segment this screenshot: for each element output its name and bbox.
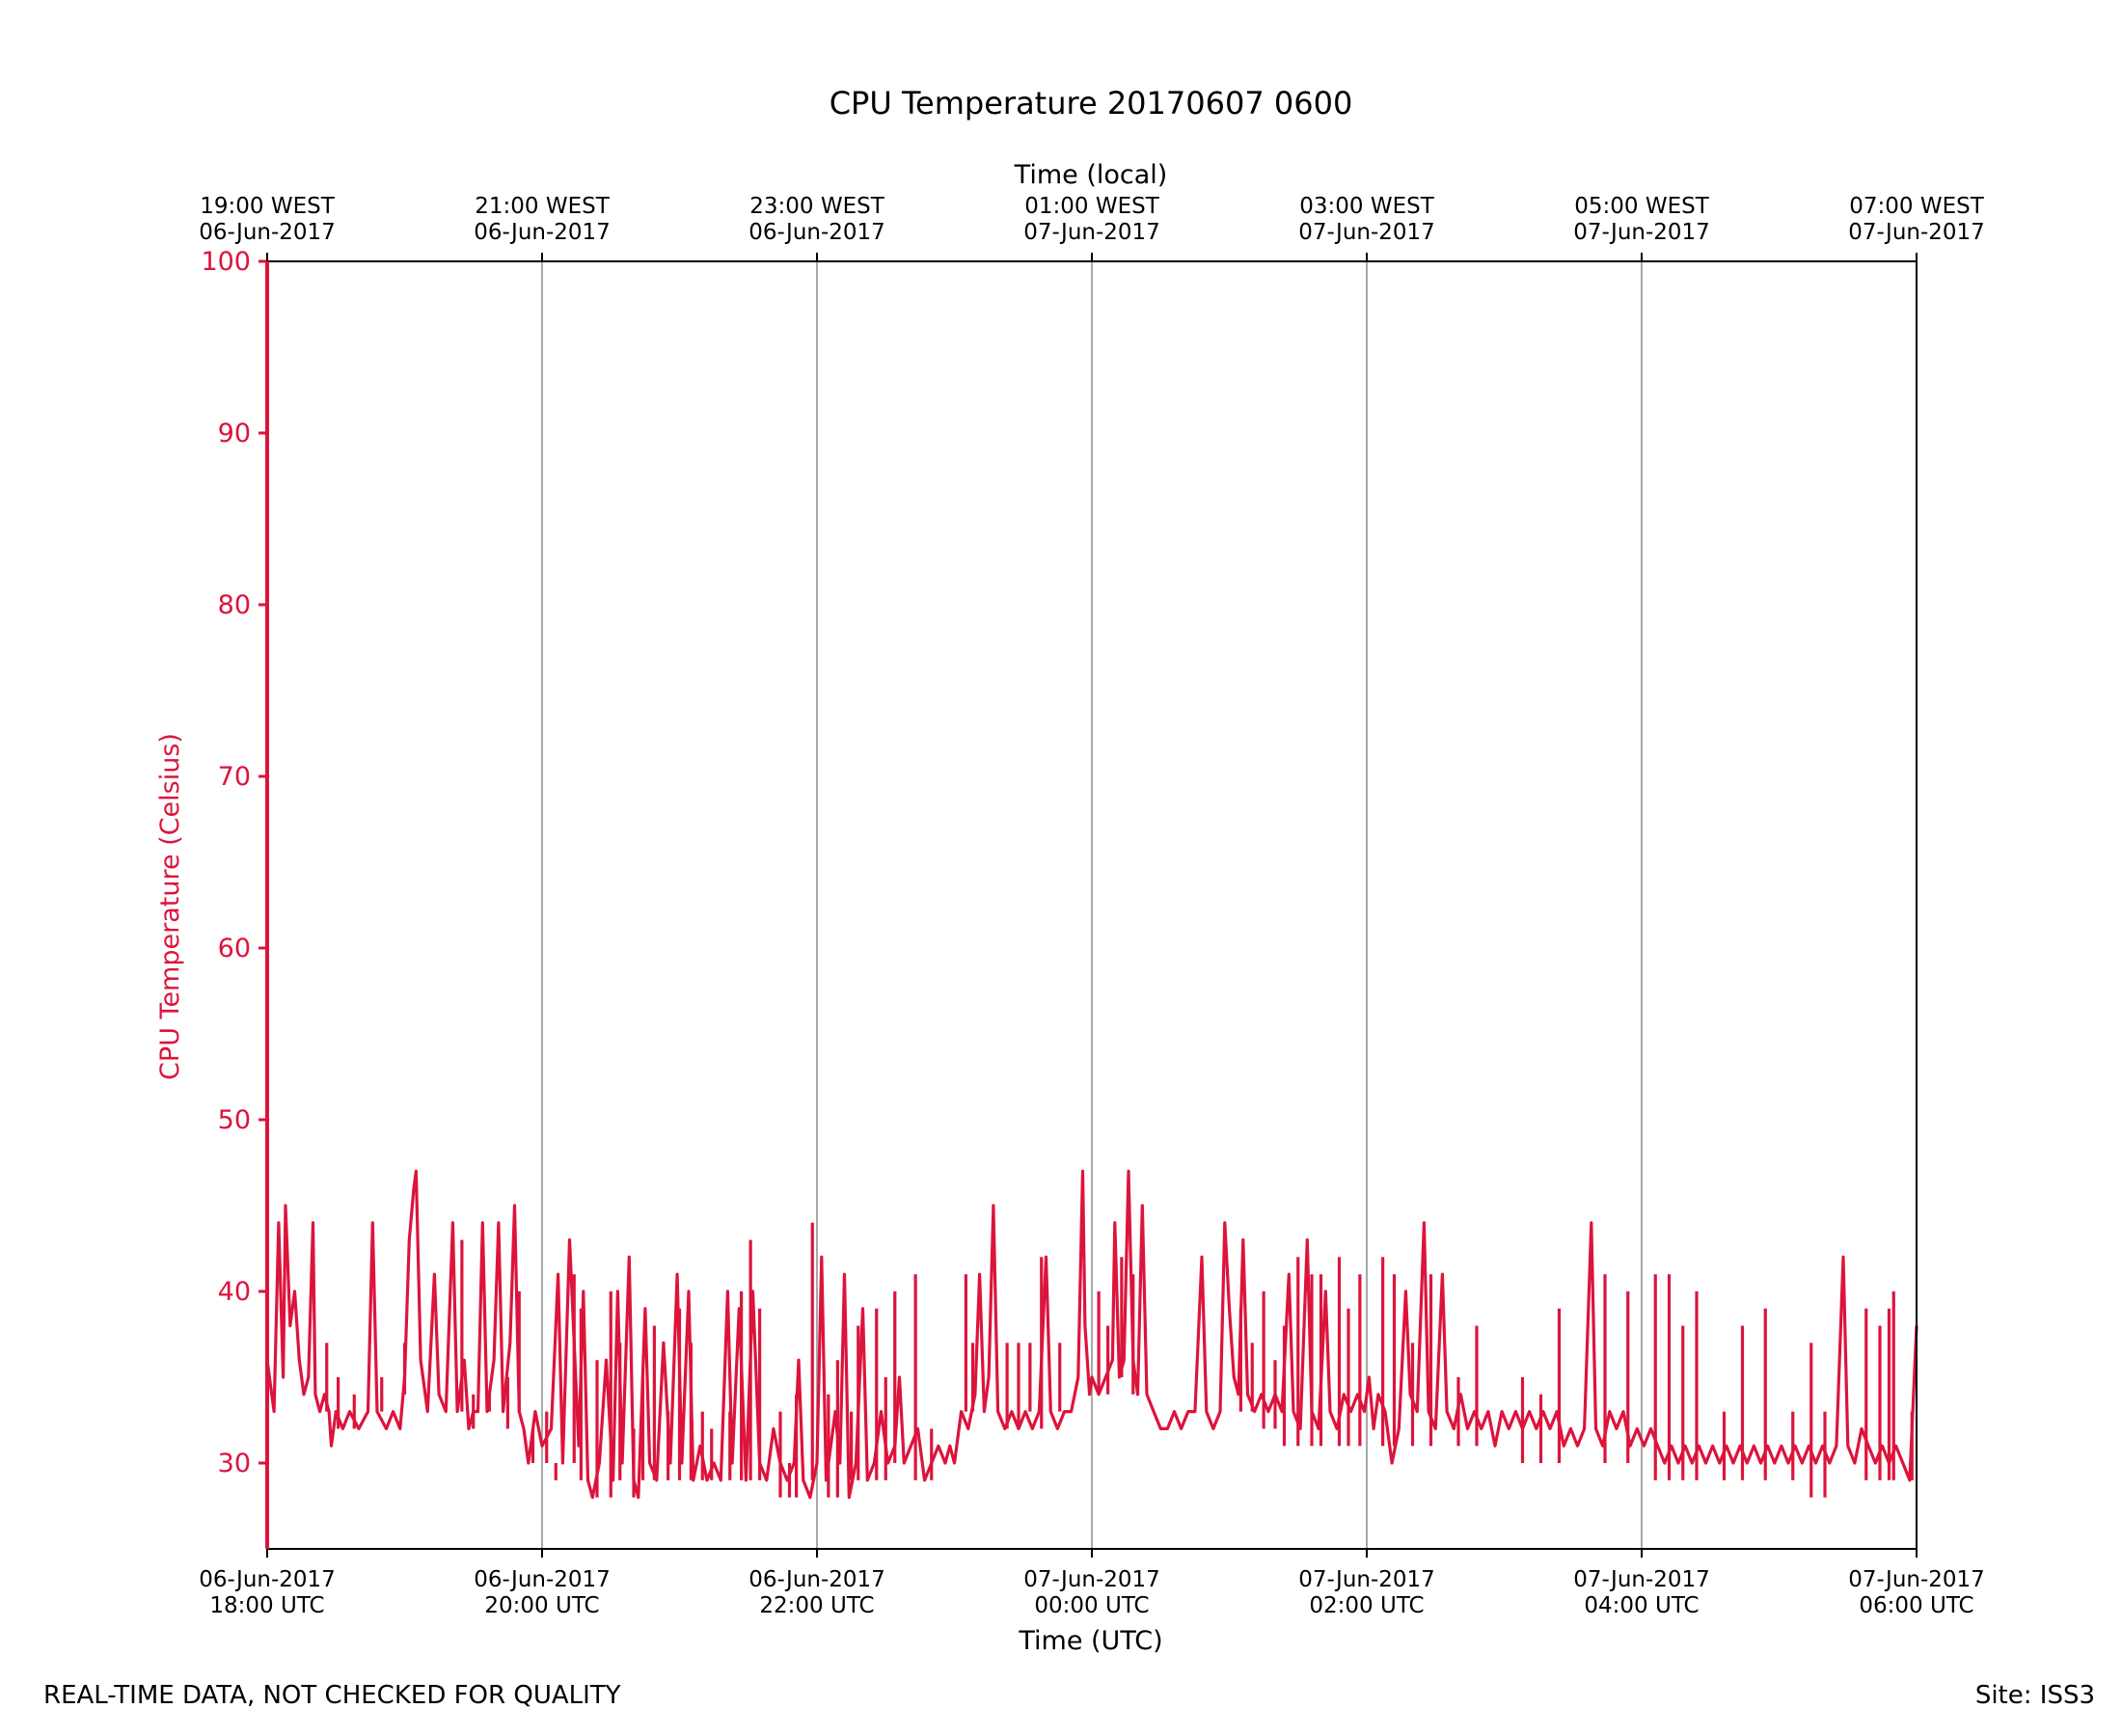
top-tick-local-time: 19:00 WEST: [200, 194, 335, 219]
y-tick-label: 50: [218, 1105, 251, 1135]
x-axis-label: Time (UTC): [1018, 1626, 1162, 1656]
y-tick-label: 100: [201, 247, 251, 277]
x-tick-date: 06-Jun-2017: [199, 1567, 336, 1592]
top-tick-local-time: 07:00 WEST: [1849, 194, 1984, 219]
series-group: [265, 261, 1918, 1500]
x-tick-time: 02:00 UTC: [1309, 1593, 1424, 1618]
top-tick-local-time: 03:00 WEST: [1299, 194, 1434, 219]
quality-disclaimer: REAL-TIME DATA, NOT CHECKED FOR QUALITY: [43, 1681, 621, 1710]
top-tick-date: 06-Jun-2017: [199, 220, 336, 245]
grid-lines: [541, 261, 1643, 1549]
x-tick-date: 07-Jun-2017: [1848, 1567, 1985, 1592]
top-tick-date: 07-Jun-2017: [1848, 220, 1985, 245]
x-tick-time: 00:00 UTC: [1034, 1593, 1149, 1618]
x-tick-time: 20:00 UTC: [484, 1593, 599, 1618]
top-tick-local-time: 23:00 WEST: [749, 194, 884, 219]
x-tick-date: 07-Jun-2017: [1298, 1567, 1435, 1592]
top-tick-date: 07-Jun-2017: [1298, 220, 1435, 245]
y-tick-label: 30: [218, 1449, 251, 1478]
y-tick-label: 70: [218, 762, 251, 792]
x-tick-date: 07-Jun-2017: [1023, 1567, 1160, 1592]
x-tick-date: 06-Jun-2017: [748, 1567, 885, 1592]
top-tick-date: 06-Jun-2017: [748, 220, 885, 245]
site-label: Site: ISS3: [1974, 1681, 2095, 1710]
top-tick-date: 07-Jun-2017: [1023, 220, 1160, 245]
y-tick-label: 40: [218, 1277, 251, 1307]
y-tick-label: 90: [218, 419, 251, 448]
x-tick-time: 06:00 UTC: [1859, 1593, 1973, 1618]
chart-title: CPU Temperature 20170607 0600: [830, 85, 1353, 122]
top-tick-local-time: 21:00 WEST: [475, 194, 610, 219]
y-tick-label: 80: [218, 590, 251, 620]
x-tick-date: 07-Jun-2017: [1573, 1567, 1710, 1592]
top-tick-local-time: 05:00 WEST: [1574, 194, 1709, 219]
x-tick-date: 06-Jun-2017: [474, 1567, 611, 1592]
y-axis-ticks: 30 40 50 60 70 80 90 100: [201, 247, 267, 1478]
y-axis-label: CPU Temperature (Celsius): [155, 733, 185, 1080]
top-axis-label: Time (local): [1014, 160, 1168, 190]
x-tick-time: 04:00 UTC: [1584, 1593, 1699, 1618]
top-tick-local-time: 01:00 WEST: [1024, 194, 1159, 219]
top-tick-date: 06-Jun-2017: [474, 220, 611, 245]
x-tick-time: 18:00 UTC: [209, 1593, 324, 1618]
top-tick-date: 07-Jun-2017: [1573, 220, 1710, 245]
x-tick-time: 22:00 UTC: [759, 1593, 874, 1618]
y-tick-label: 60: [218, 934, 251, 963]
